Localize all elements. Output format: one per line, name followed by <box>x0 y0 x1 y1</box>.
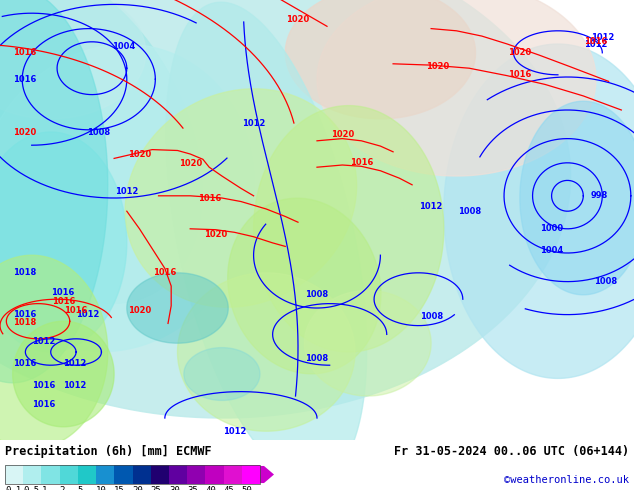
Text: 1020: 1020 <box>204 230 227 240</box>
Polygon shape <box>0 0 146 119</box>
Text: 998: 998 <box>590 191 608 200</box>
Text: 1016: 1016 <box>13 74 36 84</box>
Text: 1016: 1016 <box>65 306 87 315</box>
Text: 0.1: 0.1 <box>5 486 21 490</box>
Text: 1016: 1016 <box>198 195 221 203</box>
Text: 1012: 1012 <box>76 310 100 319</box>
Text: 1020: 1020 <box>426 62 449 71</box>
Text: 40: 40 <box>205 486 216 490</box>
Text: 50: 50 <box>242 486 252 490</box>
Bar <box>23 465 41 484</box>
Bar <box>5 465 23 484</box>
Text: 1020: 1020 <box>128 306 151 315</box>
Text: 1008: 1008 <box>306 354 328 363</box>
Text: 1016: 1016 <box>350 158 373 167</box>
Text: 1020: 1020 <box>331 130 354 139</box>
Bar <box>151 465 169 484</box>
Text: 1020: 1020 <box>13 127 36 137</box>
Bar <box>205 465 224 484</box>
Text: 35: 35 <box>187 486 198 490</box>
Text: 1012: 1012 <box>242 119 265 128</box>
Text: 1008: 1008 <box>306 290 328 299</box>
Polygon shape <box>254 106 444 352</box>
Text: 1016: 1016 <box>51 288 74 297</box>
Text: 25: 25 <box>151 486 162 490</box>
Text: 1012: 1012 <box>591 33 614 42</box>
Polygon shape <box>178 273 355 431</box>
Text: 10: 10 <box>96 486 107 490</box>
Polygon shape <box>0 132 127 352</box>
Text: ©weatheronline.co.uk: ©weatheronline.co.uk <box>504 475 629 485</box>
Text: 1: 1 <box>41 486 47 490</box>
Text: 1008: 1008 <box>594 277 617 286</box>
Text: 20: 20 <box>133 486 143 490</box>
Text: 0.5: 0.5 <box>23 486 39 490</box>
Bar <box>169 465 187 484</box>
Polygon shape <box>0 0 202 303</box>
Text: 1000: 1000 <box>540 224 563 233</box>
Polygon shape <box>125 89 356 307</box>
Text: 1020: 1020 <box>508 49 531 57</box>
Text: 1016: 1016 <box>13 49 36 57</box>
Text: 1016: 1016 <box>153 269 176 277</box>
Text: 1016: 1016 <box>32 381 55 390</box>
Polygon shape <box>520 101 634 295</box>
Polygon shape <box>228 198 381 374</box>
Polygon shape <box>304 291 431 396</box>
Text: 15: 15 <box>114 486 125 490</box>
Text: 1004: 1004 <box>540 246 563 255</box>
Text: 30: 30 <box>169 486 179 490</box>
Text: 1012: 1012 <box>63 381 87 390</box>
Bar <box>41 465 60 484</box>
Text: 1012: 1012 <box>223 427 246 436</box>
Polygon shape <box>0 0 108 383</box>
Bar <box>5 465 260 484</box>
Bar <box>78 465 96 484</box>
Polygon shape <box>0 45 254 352</box>
Bar <box>114 465 133 484</box>
Text: 1020: 1020 <box>179 159 202 168</box>
Bar <box>133 465 151 484</box>
Text: 45: 45 <box>224 486 235 490</box>
Polygon shape <box>127 273 228 343</box>
Text: 1016: 1016 <box>508 70 531 79</box>
Text: 1016: 1016 <box>13 310 36 319</box>
Text: 1016: 1016 <box>585 37 607 46</box>
Text: 1008: 1008 <box>420 312 443 321</box>
Text: 1012: 1012 <box>63 359 87 368</box>
Text: 1008: 1008 <box>458 207 481 216</box>
Text: Fr 31-05-2024 00..06 UTC (06+144): Fr 31-05-2024 00..06 UTC (06+144) <box>394 445 629 458</box>
Text: 1012: 1012 <box>115 187 138 196</box>
Text: 5: 5 <box>78 486 83 490</box>
Polygon shape <box>444 44 634 378</box>
Bar <box>187 465 205 484</box>
Text: 2: 2 <box>60 486 65 490</box>
Text: Precipitation (6h) [mm] ECMWF: Precipitation (6h) [mm] ECMWF <box>5 445 212 458</box>
Text: 1012: 1012 <box>420 202 443 211</box>
Polygon shape <box>0 0 571 418</box>
Text: 1008: 1008 <box>87 127 110 137</box>
Text: 1012: 1012 <box>32 337 55 345</box>
Polygon shape <box>0 255 108 449</box>
Polygon shape <box>184 347 260 400</box>
Text: 1016: 1016 <box>52 297 75 306</box>
Bar <box>60 465 78 484</box>
Polygon shape <box>13 321 114 427</box>
Text: 1018: 1018 <box>13 269 36 277</box>
FancyArrow shape <box>260 466 274 483</box>
Polygon shape <box>166 2 366 482</box>
Polygon shape <box>285 0 476 119</box>
Bar <box>96 465 114 484</box>
Text: 1018: 1018 <box>13 318 36 327</box>
Polygon shape <box>317 0 596 176</box>
Text: 1016: 1016 <box>13 359 36 368</box>
Text: 1016: 1016 <box>32 400 55 409</box>
Bar <box>242 465 260 484</box>
Text: 1004: 1004 <box>112 42 135 50</box>
Bar <box>224 465 242 484</box>
Text: 1020: 1020 <box>128 150 151 159</box>
Text: 1012: 1012 <box>585 40 607 49</box>
Text: 1020: 1020 <box>287 15 309 24</box>
